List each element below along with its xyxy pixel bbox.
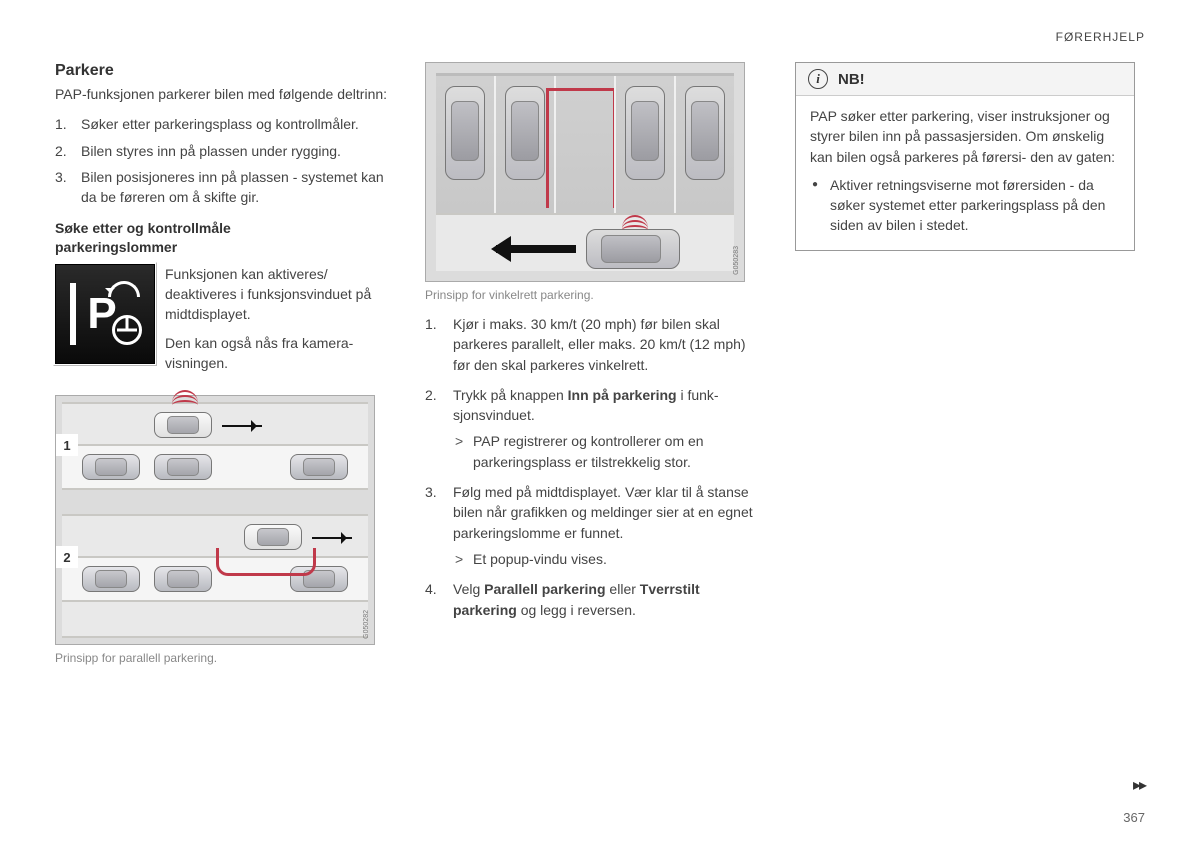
search-subheading-l2: parkeringslommer <box>55 239 177 255</box>
intro-text: PAP-funksjonen parkerer bilen med følgen… <box>55 84 395 104</box>
step-item: Velg Parallell parkering eller Tverrstil… <box>425 579 765 620</box>
note-header: i NB! <box>796 63 1134 96</box>
note-title: NB! <box>838 71 865 88</box>
parallel-parking-diagram: 1 2 <box>55 395 375 645</box>
parkere-heading: Parkere <box>55 62 395 80</box>
substep: Et popup-vindu vises. <box>453 549 765 569</box>
column-middle: G050283 Prinsipp for vinkelrett parkerin… <box>425 62 765 677</box>
list-item: Bilen posisjoneres inn på plassen - syst… <box>55 167 395 208</box>
step-text: Følg med på midtdisplayet. Vær klar til … <box>453 484 753 541</box>
step-bold: Parallell parkering <box>484 581 605 597</box>
list-item: Søker etter parkeringsplass og kontrollm… <box>55 114 395 134</box>
column-left: Parkere PAP-funksjonen parkerer bilen me… <box>55 62 395 677</box>
page-number: 367 <box>1123 810 1145 825</box>
step-item: Trykk på knappen Inn på parkering i funk… <box>425 385 765 472</box>
parkere-steps: Søker etter parkeringsplass og kontrollm… <box>55 114 395 207</box>
perpendicular-parking-diagram: G050283 <box>425 62 745 282</box>
note-bullet: Aktiver retningsviserne mot førersiden -… <box>810 175 1120 236</box>
icon-with-text: P Funksjonen kan aktiveres/ deaktiveres … <box>55 264 395 381</box>
step-text: Kjør i maks. 30 km/t (20 mph) før bilen … <box>453 316 746 373</box>
note-body: PAP søker etter parkering, viser instruk… <box>796 96 1134 250</box>
instruction-steps: Kjør i maks. 30 km/t (20 mph) før bilen … <box>425 314 765 620</box>
info-icon: i <box>808 69 828 89</box>
column-right: i NB! PAP søker etter parkering, viser i… <box>795 62 1135 677</box>
diagram1-caption: Prinsipp for parallell parkering. <box>55 651 395 665</box>
diagram-badge-2: 2 <box>56 546 78 568</box>
step-text: Trykk på knappen <box>453 387 568 403</box>
content-columns: Parkere PAP-funksjonen parkerer bilen me… <box>55 62 1145 677</box>
step-text: eller <box>606 581 640 597</box>
park-assist-icon: P <box>55 264 155 364</box>
icon-description: Funksjonen kan aktiveres/ deaktiveres i … <box>165 264 395 381</box>
search-subheading-l1: Søke etter og kontrollmåle <box>55 220 231 236</box>
list-item: Bilen styres inn på plassen under ryggin… <box>55 141 395 161</box>
substep: PAP registrerer og kontrollerer om en pa… <box>453 431 765 472</box>
icon-text-p2: Den kan også nås fra kamera- visningen. <box>165 333 395 374</box>
diagram-badge-1: 1 <box>56 434 78 456</box>
step-bold: Inn på parkering <box>568 387 677 403</box>
step-text: og legg i reversen. <box>517 602 636 618</box>
icon-text-p1: Funksjonen kan aktiveres/ deaktiveres i … <box>165 264 395 325</box>
note-text: PAP søker etter parkering, viser instruk… <box>810 106 1120 167</box>
search-subheading: Søke etter og kontrollmåle parkeringslom… <box>55 219 395 255</box>
diagram2-caption: Prinsipp for vinkelrett parkering. <box>425 288 765 302</box>
section-header: FØRERHJELP <box>55 30 1145 44</box>
step-item: Følg med på midtdisplayet. Vær klar til … <box>425 482 765 569</box>
diagram-code: G050283 <box>733 246 740 275</box>
step-item: Kjør i maks. 30 km/t (20 mph) før bilen … <box>425 314 765 375</box>
continue-icon: ▸▸ <box>1133 775 1145 795</box>
diagram-code: G050282 <box>363 610 370 639</box>
note-box: i NB! PAP søker etter parkering, viser i… <box>795 62 1135 251</box>
step-text: Velg <box>453 581 484 597</box>
